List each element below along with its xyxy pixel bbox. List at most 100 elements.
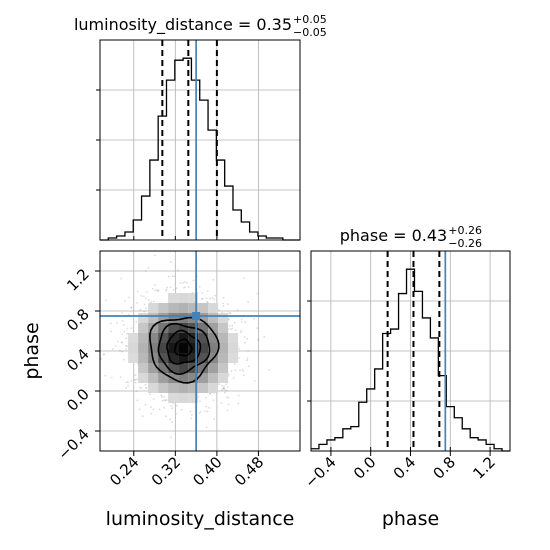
density-cell bbox=[178, 383, 189, 393]
density-cell bbox=[168, 353, 179, 363]
scatter-point bbox=[121, 312, 123, 314]
scatter-point bbox=[246, 359, 248, 362]
scatter-point bbox=[180, 408, 183, 411]
density-cell bbox=[178, 303, 189, 313]
scatter-point bbox=[154, 254, 156, 257]
scatter-point bbox=[120, 277, 123, 280]
density-cell bbox=[188, 293, 199, 303]
scatter-point bbox=[156, 289, 158, 292]
density-cell bbox=[158, 363, 169, 373]
scatter-point bbox=[242, 370, 245, 372]
density-cell bbox=[178, 373, 189, 383]
scatter-point bbox=[227, 303, 229, 306]
scatter-point bbox=[220, 402, 223, 405]
density-cell bbox=[188, 343, 199, 353]
scatter-point bbox=[223, 391, 226, 394]
luminosity-distance-x-tick-label: 0.48 bbox=[231, 453, 267, 489]
luminosity-distance-x-tick-label: 0.40 bbox=[189, 453, 225, 489]
scatter-point bbox=[138, 408, 141, 411]
density-cell bbox=[128, 333, 139, 343]
scatter-point bbox=[126, 327, 129, 330]
scatter-point bbox=[268, 368, 271, 371]
scatter-point bbox=[223, 385, 225, 388]
scatter-point bbox=[150, 301, 153, 303]
scatter-point bbox=[223, 387, 226, 390]
scatter-point bbox=[183, 286, 185, 289]
scatter-point bbox=[157, 290, 160, 293]
scatter-point bbox=[121, 350, 123, 353]
scatter-point bbox=[220, 389, 223, 391]
scatter-point bbox=[170, 405, 172, 407]
scatter-point bbox=[182, 282, 184, 284]
density-cell bbox=[158, 383, 169, 393]
scatter-point bbox=[144, 297, 147, 300]
scatter-point bbox=[167, 275, 170, 278]
density-cell bbox=[228, 333, 239, 343]
scatter-point bbox=[121, 320, 124, 322]
scatter-point bbox=[205, 426, 208, 429]
density-cell bbox=[198, 323, 209, 333]
scatter-point bbox=[163, 406, 165, 409]
scatter-point bbox=[229, 312, 232, 315]
density-cell bbox=[228, 353, 239, 363]
scatter-point bbox=[226, 409, 229, 412]
scatter-point bbox=[231, 324, 234, 327]
scatter-point bbox=[205, 297, 208, 299]
phase-x-tick-label: 0.4 bbox=[390, 453, 420, 483]
luminosity-distance-title-lower-error: −0.05 bbox=[293, 26, 327, 39]
scatter-point bbox=[234, 329, 237, 331]
density-cell bbox=[168, 383, 179, 393]
density-contour bbox=[174, 338, 193, 357]
density-cell bbox=[158, 333, 169, 343]
scatter-point bbox=[240, 330, 243, 332]
scatter-point bbox=[117, 340, 119, 343]
phase-y-tick-label: 0.4 bbox=[63, 345, 93, 375]
scatter-point bbox=[149, 393, 151, 396]
scatter-point bbox=[144, 404, 147, 406]
scatter-point bbox=[136, 301, 138, 304]
scatter-point bbox=[150, 412, 153, 415]
scatter-point bbox=[246, 357, 249, 360]
scatter-point bbox=[187, 286, 190, 288]
density-cell bbox=[138, 313, 149, 323]
scatter-point bbox=[154, 284, 156, 286]
scatter-point bbox=[172, 289, 175, 291]
scatter-point bbox=[240, 318, 243, 321]
density-cell bbox=[208, 313, 219, 323]
scatter-point bbox=[143, 310, 146, 313]
scatter-point bbox=[199, 400, 201, 403]
density-cell bbox=[178, 343, 189, 353]
scatter-point bbox=[130, 306, 133, 309]
scatter-point bbox=[144, 387, 147, 390]
scatter-point bbox=[232, 377, 235, 380]
scatter-point bbox=[234, 369, 237, 372]
scatter-point bbox=[205, 300, 208, 303]
luminosity-distance-quantile-lines bbox=[161, 40, 218, 240]
scatter-point bbox=[173, 275, 176, 278]
scatter-point bbox=[179, 282, 182, 284]
x-axis-label-luminosity-distance: luminosity_distance bbox=[106, 508, 295, 530]
scatter-point bbox=[130, 327, 133, 329]
density-cell bbox=[208, 303, 219, 313]
scatter-point bbox=[228, 325, 231, 327]
scatter-point bbox=[238, 347, 241, 350]
phase-histogram-steps bbox=[311, 268, 510, 452]
scatter-point bbox=[192, 279, 195, 282]
scatter-point bbox=[231, 327, 234, 330]
density-cell bbox=[218, 313, 229, 323]
scatter-point bbox=[145, 386, 148, 389]
scatter-point bbox=[102, 353, 105, 356]
density-cell bbox=[188, 393, 199, 403]
scatter-point bbox=[125, 381, 128, 384]
scatter-point bbox=[125, 337, 127, 340]
scatter-point bbox=[139, 308, 142, 311]
density-cell bbox=[168, 343, 179, 353]
scatter-point bbox=[225, 389, 228, 392]
density-cell bbox=[148, 313, 159, 323]
scatter-point bbox=[213, 298, 216, 301]
density-cell bbox=[138, 333, 149, 343]
scatter-point bbox=[236, 309, 239, 311]
luminosity-distance-histogram-steps bbox=[100, 57, 300, 241]
scatter-point bbox=[208, 407, 210, 409]
phase-y-tick-label: 0.0 bbox=[63, 385, 93, 415]
